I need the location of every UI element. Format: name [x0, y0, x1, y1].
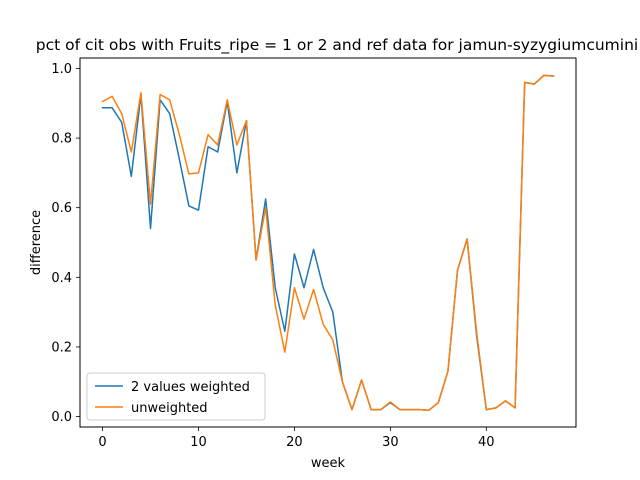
legend-label: 2 values weighted [131, 380, 250, 395]
series-line-2 [101, 74, 555, 412]
plot-frame [79, 57, 577, 428]
x-tick-label: 40 [478, 435, 495, 450]
chart-title: pct of cit obs with Fruits_ripe = 1 or 2… [36, 36, 638, 55]
x-tick-label: 0 [98, 435, 106, 450]
y-tick-label: 0.0 [51, 410, 72, 425]
series-line-1 [101, 74, 555, 412]
y-tick-label: 1.0 [51, 62, 72, 77]
legend: 2 values weighted unweighted [86, 372, 266, 421]
y-tick-label: 0.8 [51, 132, 72, 147]
y-axis-label: difference [29, 210, 44, 275]
y-tick-label: 0.2 [51, 340, 72, 355]
x-tick-label: 10 [190, 435, 207, 450]
legend-label: unweighted [131, 401, 208, 416]
y-tick-label: 0.6 [51, 201, 72, 216]
legend-box [86, 372, 266, 421]
x-tick-label: 30 [382, 435, 399, 450]
x-tick-label: 20 [286, 435, 303, 450]
x-axis-label: week [311, 456, 346, 471]
y-tick-label: 0.4 [51, 271, 72, 286]
